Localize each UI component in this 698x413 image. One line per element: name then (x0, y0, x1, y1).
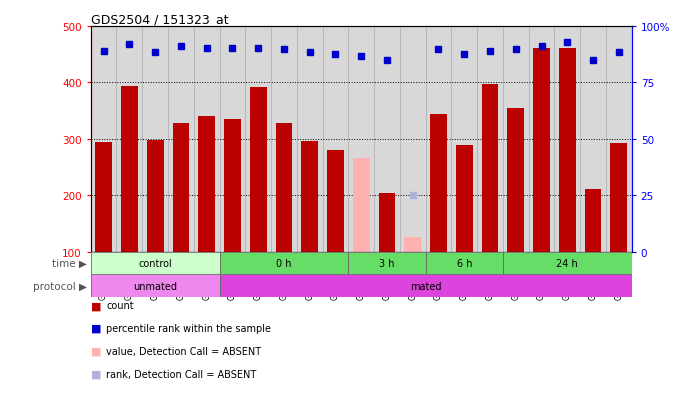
Text: 0 h: 0 h (276, 258, 292, 268)
Bar (121, 87, 138, 252)
Text: GDS2504 / 151323_at: GDS2504 / 151323_at (91, 13, 228, 26)
Bar (276, 123, 292, 252)
Text: percentile rank within the sample: percentile rank within the sample (106, 323, 271, 333)
Bar (426, 252, 503, 275)
Text: 6 h: 6 h (456, 258, 472, 268)
Bar (220, 252, 348, 275)
Text: 3 h: 3 h (379, 258, 395, 268)
Text: unmated: unmated (133, 281, 177, 291)
Text: count: count (106, 301, 134, 311)
Bar (91, 252, 220, 275)
Bar (559, 49, 576, 252)
Text: ■: ■ (91, 301, 101, 311)
Bar (378, 193, 395, 252)
Bar (198, 117, 215, 252)
Bar (404, 238, 421, 252)
Text: 24 h: 24 h (556, 258, 578, 268)
Text: time ▶: time ▶ (52, 258, 87, 268)
Text: ■: ■ (91, 346, 101, 356)
Text: value, Detection Call = ABSENT: value, Detection Call = ABSENT (106, 346, 261, 356)
Bar (533, 49, 550, 252)
Text: ■: ■ (91, 323, 101, 333)
Bar (507, 109, 524, 252)
Bar (503, 252, 632, 275)
Bar (220, 275, 632, 297)
Bar (172, 123, 189, 252)
Text: protocol ▶: protocol ▶ (34, 281, 87, 291)
Bar (95, 142, 112, 252)
Bar (302, 142, 318, 252)
Bar (147, 140, 163, 252)
Text: rank, Detection Call = ABSENT: rank, Detection Call = ABSENT (106, 369, 256, 379)
Bar (611, 143, 628, 252)
Bar (456, 146, 473, 252)
Bar (585, 190, 602, 252)
Bar (327, 151, 344, 252)
Bar (224, 120, 241, 252)
Bar (482, 85, 498, 252)
Text: ■: ■ (91, 369, 101, 379)
Bar (353, 159, 369, 252)
Bar (250, 88, 267, 252)
Bar (348, 252, 426, 275)
Bar (430, 115, 447, 252)
Bar (91, 275, 220, 297)
Text: mated: mated (410, 281, 441, 291)
Text: control: control (138, 258, 172, 268)
